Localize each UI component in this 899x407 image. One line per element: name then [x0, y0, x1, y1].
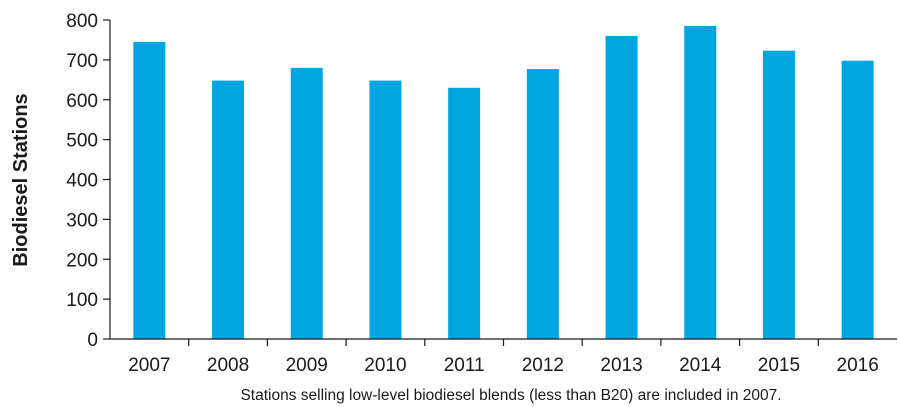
y-tick-label: 600: [66, 91, 98, 112]
y-tick-label: 700: [66, 51, 98, 72]
bar-2009: [290, 67, 323, 339]
y-tick-label: 300: [66, 210, 98, 231]
bar-2012: [526, 69, 559, 339]
bar-2015: [762, 50, 795, 340]
bar-2016: [841, 60, 874, 340]
x-tick-label: 2015: [758, 355, 800, 376]
x-tick-label: 2012: [522, 355, 564, 376]
x-axis-ticks: 2007 2008 2009 2010 2011 2012 2013 2014 2015 2016: [128, 339, 879, 376]
bar-2013: [605, 35, 638, 339]
x-tick-label: 2009: [286, 355, 328, 376]
y-axis-ticks: 0 100 200 300 400 500 600 700 800: [66, 11, 110, 351]
y-tick-label: 400: [66, 171, 98, 192]
bar-2008: [212, 80, 245, 340]
y-tick-label: 500: [66, 131, 98, 152]
bar-2007: [133, 41, 166, 340]
bar-2010: [369, 80, 402, 340]
y-tick-label: 800: [66, 11, 98, 32]
y-tick-label: 200: [66, 250, 98, 271]
x-tick-label: 2010: [364, 355, 406, 376]
y-tick-label: 100: [66, 290, 98, 311]
bar-series: [133, 25, 874, 340]
x-tick-label: 2011: [444, 355, 485, 376]
x-tick-label: 2014: [679, 355, 722, 376]
x-tick-label: 2016: [837, 355, 879, 376]
chart-footnote: Stations selling low-level biodiesel ble…: [240, 387, 781, 404]
y-axis-title: Biodiesel Stations: [10, 93, 32, 266]
bar-2014: [684, 25, 717, 339]
bar-2011: [448, 87, 481, 339]
x-tick-label: 2013: [600, 355, 642, 376]
x-tick-label: 2008: [207, 355, 249, 376]
x-tick-label: 2007: [128, 355, 170, 376]
y-tick-label: 0: [87, 330, 98, 351]
